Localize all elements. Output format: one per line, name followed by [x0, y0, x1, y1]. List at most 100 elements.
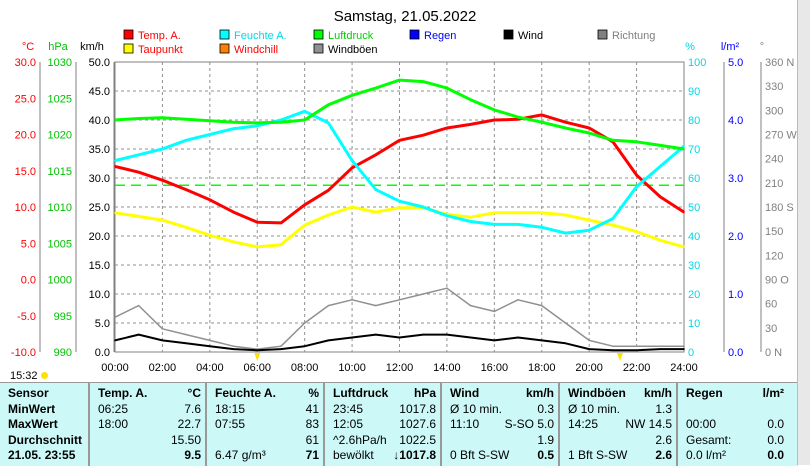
data-point: [659, 144, 662, 147]
cell-label: bewölkt: [333, 448, 374, 462]
data-point: [351, 299, 353, 301]
data-point: [374, 211, 377, 213]
data-point: [161, 148, 164, 150]
table-column: Regen l/m² 00:00 0.0 Gesamt: 0.0 0.0 l/m² 0.0: [676, 383, 790, 466]
axis-tick-label: 50: [688, 202, 700, 214]
data-point: [635, 174, 638, 176]
table-row: 18:00 22.7: [90, 417, 207, 433]
legend-swatch: [313, 43, 324, 54]
legend-label: Temp. A.: [138, 30, 181, 42]
table-header: Windböen km/h: [560, 386, 678, 402]
axis-tick-label: 1000: [48, 275, 72, 287]
table-row: Durchschnitt: [0, 433, 88, 449]
data-point: [612, 224, 614, 226]
axis-tick-label: 1010: [48, 202, 72, 214]
data-point: [540, 121, 543, 123]
data-point: [137, 333, 140, 336]
data-point: [232, 211, 235, 213]
data-point: [588, 339, 590, 342]
data-point: [517, 116, 519, 118]
cell-value: ↓1017.8: [393, 448, 436, 462]
data-point: [398, 206, 401, 209]
legend-label: Taupunkt: [138, 44, 183, 56]
data-point: [683, 246, 685, 248]
cell-value: S-SO 5.0: [504, 417, 554, 431]
data-point: [517, 223, 519, 226]
cell-label: 0.0 l/m²: [686, 448, 727, 462]
data-point: [303, 110, 306, 113]
axis-tick-label: 5.0: [21, 238, 36, 250]
table-row: [678, 402, 790, 418]
scrollbar[interactable]: [797, 0, 810, 465]
data-point: [327, 122, 330, 124]
column-title: Windböen: [568, 386, 626, 400]
data-point: [564, 342, 567, 345]
data-point: [374, 188, 377, 191]
data-point: [469, 98, 472, 101]
data-point: [374, 87, 377, 89]
table-header: Feuchte A.%: [207, 386, 325, 402]
axis-tick-label: 20.0: [15, 130, 36, 142]
axis-tick-label: 10: [688, 318, 700, 330]
data-point: [161, 219, 164, 221]
data-point: [303, 322, 306, 324]
data-point: [683, 348, 685, 350]
data-point: [185, 333, 187, 336]
data-point: [114, 159, 116, 162]
cell-value: 7.6: [184, 401, 201, 416]
data-point: [185, 139, 187, 142]
data-point: [588, 132, 590, 134]
current-time: 15:32: [10, 370, 48, 382]
data-point: [232, 348, 235, 350]
data-point: [114, 212, 116, 214]
data-point: [493, 339, 496, 342]
cell-value: 15.50: [170, 432, 201, 447]
cell-label: 6.47 g/m³: [215, 448, 266, 462]
data-point: [327, 103, 330, 106]
cell-label: Durchschnitt: [8, 432, 83, 447]
data-point: [185, 342, 187, 345]
legend-swatch: [123, 43, 134, 54]
data-point: [588, 348, 590, 350]
cell-value: 2.6: [655, 448, 672, 462]
table-row: 21.05. 23:55: [0, 448, 88, 464]
table-row: 00:00 0.0: [678, 417, 790, 433]
table-row: 1 Bft S-SW 2.6: [560, 448, 678, 464]
data-point: [351, 94, 353, 97]
x-tick-label: 08:00: [291, 362, 319, 374]
data-point: [564, 127, 567, 129]
data-point: [185, 226, 187, 229]
axis-tick-label: 2.0: [728, 231, 743, 243]
data-point: [114, 339, 116, 342]
cell-label: MaxWert: [8, 417, 58, 431]
table-header: Sensor: [0, 386, 88, 402]
data-point: [469, 216, 472, 218]
data-point: [612, 217, 614, 220]
x-tick-label: 12:00: [386, 362, 414, 374]
data-point: [137, 154, 140, 156]
legend-swatch: [313, 29, 324, 40]
column-unit: km/h: [643, 386, 672, 400]
data-point: [446, 87, 448, 89]
x-tick-label: 04:00: [196, 362, 224, 374]
table-header: Wind km/h: [442, 386, 560, 402]
data-point: [374, 304, 377, 307]
data-point: [683, 148, 685, 150]
axis-tick-label: 4.0: [728, 115, 743, 127]
data-point: [517, 299, 519, 301]
axis-tick-label: -5.0: [17, 311, 36, 323]
axis-tick-label: 30.0: [89, 173, 110, 185]
axis-tick-label: 15.0: [15, 166, 36, 178]
data-point: [564, 322, 567, 324]
data-point: [422, 134, 425, 137]
cell-label: 18:00: [98, 417, 129, 431]
data-point: [303, 119, 306, 121]
axis-tick-label: 210: [765, 178, 783, 190]
axis-tick-label: 10.0: [89, 289, 110, 301]
table-row: 9.5: [90, 448, 207, 464]
axis-tick-label: 5.0: [95, 318, 110, 330]
data-point: [446, 287, 448, 290]
axis-tick-label: 35.0: [89, 144, 110, 156]
axis-tick-label: 25.0: [89, 202, 110, 214]
axis-tick-label: 0.0: [728, 347, 743, 359]
